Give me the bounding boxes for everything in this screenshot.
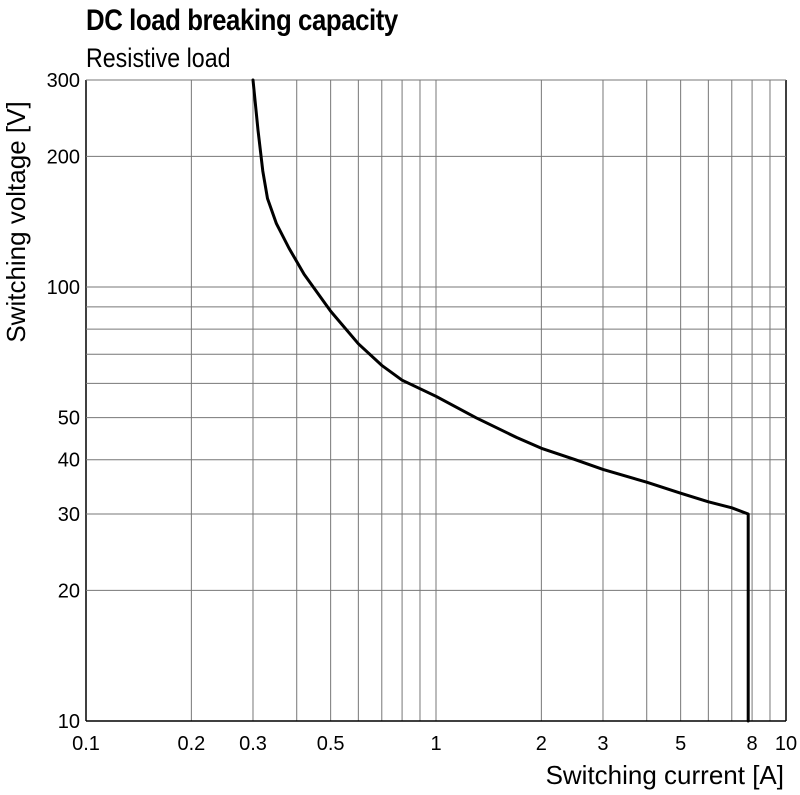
- y-tick-label: 200: [47, 146, 80, 168]
- y-tick-label: 30: [58, 504, 80, 526]
- y-tick-label: 20: [58, 580, 80, 602]
- x-axis-label: Switching current [A]: [546, 760, 784, 790]
- y-tick-label: 300: [47, 70, 80, 92]
- x-gridlines: [85, 80, 787, 721]
- chart-title: DC load breaking capacity: [86, 4, 398, 37]
- x-tick-labels: 0.1 0.2 0.3 0.5 1 2 3 5 8 10: [72, 733, 797, 755]
- y-axis-label: Switching voltage [V]: [1, 101, 31, 342]
- chart-subtitle: Resistive load: [86, 43, 231, 73]
- x-tick-label: 0.1: [72, 733, 100, 755]
- x-tick-label: 1: [430, 733, 441, 755]
- x-tick-label: 8: [747, 733, 758, 755]
- y-tick-label: 50: [58, 408, 80, 430]
- series-group: [251, 78, 750, 723]
- x-tick-label: 0.2: [177, 733, 205, 755]
- y-tick-label: 100: [47, 277, 80, 299]
- x-tick-label: 5: [675, 733, 686, 755]
- x-tick-label: 0.3: [239, 733, 267, 755]
- y-tick-label: 40: [58, 450, 80, 472]
- y-tick-label: 10: [58, 711, 80, 733]
- y-gridlines: [86, 79, 786, 722]
- x-tick-label: 3: [597, 733, 608, 755]
- x-tick-label: 0.5: [317, 733, 345, 755]
- x-tick-label: 10: [775, 733, 797, 755]
- x-tick-label: 2: [536, 733, 547, 755]
- y-tick-labels: 10 20 30 40 50 100 200 300: [47, 70, 80, 733]
- series-line: [251, 78, 750, 723]
